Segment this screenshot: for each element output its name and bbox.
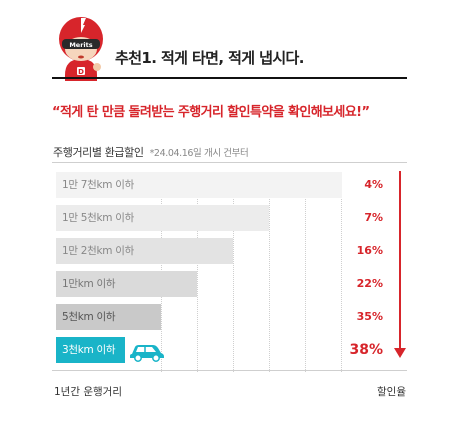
bar-label: 5천km 이하 <box>62 311 116 323</box>
chart-bottom-divider <box>52 370 407 371</box>
chart-subtitle-main: 주행거리별 환급할인 <box>53 146 144 159</box>
bar: 3천km 이하 <box>56 337 125 363</box>
bar-label: 3천km 이하 <box>62 344 116 356</box>
bar: 5천km 이하 <box>56 304 161 330</box>
car-icon <box>130 345 164 362</box>
bar-label: 1만 7천km 이하 <box>62 179 134 191</box>
grid-line <box>197 172 198 372</box>
mascot-badge-text: Merits <box>69 41 92 49</box>
bar-label: 1만 2천km 이하 <box>62 245 134 257</box>
x-axis-label: 1년간 운행거리 <box>54 386 122 398</box>
rate-label: 38% <box>349 342 383 358</box>
arrow-line <box>399 171 401 351</box>
arrow-down-icon <box>394 348 406 358</box>
grid-line <box>269 172 270 372</box>
rate-label: 4% <box>364 178 383 191</box>
promo-quote: “적게 탄 만큼 돌려받는 주행거리 할인특약을 확인해보세요!” <box>52 105 370 120</box>
title-divider <box>52 77 407 79</box>
section-title: 추천1. 적게 타면, 적게 냅시다. <box>115 49 304 67</box>
rate-label: 35% <box>356 310 383 323</box>
bar: 1만 5천km 이하 <box>56 205 269 231</box>
chart-subtitle-note: *24.04.16일 개시 건부터 <box>149 148 249 159</box>
chart-top-divider <box>52 162 407 163</box>
bar: 1만km 이하 <box>56 271 197 297</box>
grid-line <box>341 172 342 372</box>
chart-subtitle: 주행거리별 환급할인 *24.04.16일 개시 건부터 <box>53 144 249 160</box>
bar: 1만 2천km 이하 <box>56 238 233 264</box>
rate-label: 7% <box>364 211 383 224</box>
rate-label: 16% <box>356 244 383 257</box>
rate-axis-label: 할인율 <box>377 386 406 398</box>
bar-label: 1만km 이하 <box>62 278 116 290</box>
bar: 1만 7천km 이하 <box>56 172 342 198</box>
mascot-icon: D Merits <box>59 17 103 81</box>
rate-label: 22% <box>356 277 383 290</box>
grid-line <box>233 172 234 372</box>
bar-label: 1만 5천km 이하 <box>62 212 134 224</box>
grid-line <box>305 172 306 372</box>
svg-text:D: D <box>78 68 84 76</box>
